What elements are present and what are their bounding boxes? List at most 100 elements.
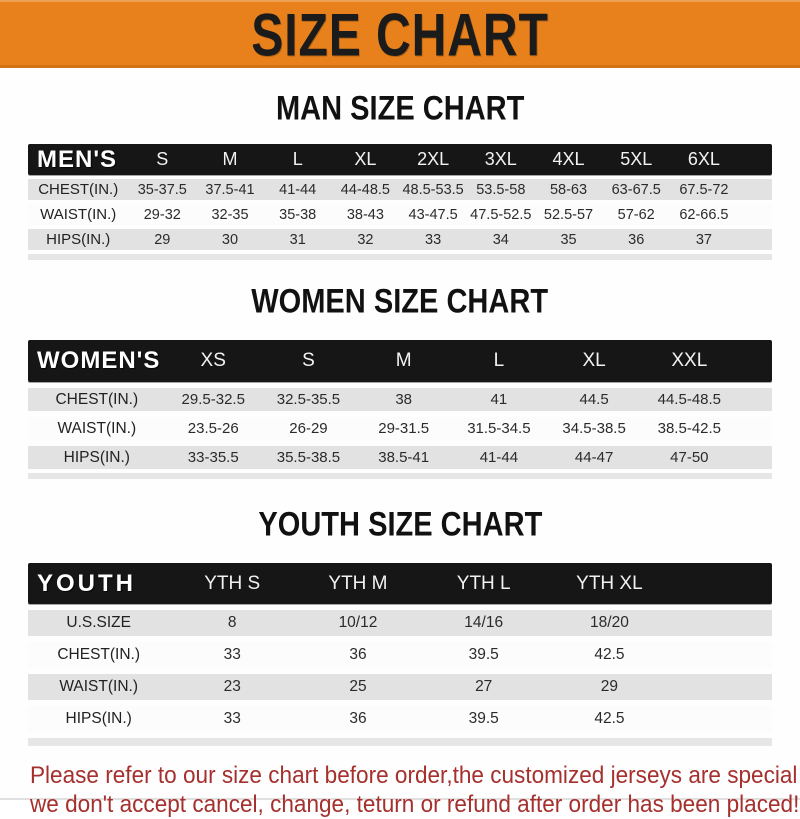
disclaimer: Please refer to our size chart before or…: [30, 761, 800, 819]
table-title-cell: WOMEN'S: [37, 347, 161, 374]
disclaimer-line-1: Please refer to our size chart before or…: [30, 762, 800, 789]
column-header-cell: 2XL: [417, 149, 450, 169]
value-cell: 62-66.5: [679, 206, 729, 223]
value-cell: 32.5-35.5: [276, 391, 341, 408]
row-label-cell: CHEST(IN.): [55, 390, 139, 408]
table-row: CHEST(IN.) 33 36 39.5 42.5: [28, 642, 772, 668]
value-cell: 37: [695, 231, 712, 248]
column-header-cell: 4XL: [552, 149, 585, 169]
value-cell: 18/20: [590, 614, 629, 631]
value-cell: 33: [425, 231, 442, 248]
value-cell: 38: [395, 391, 413, 408]
value-cell: 48.5-53.5: [402, 181, 464, 198]
column-header-cell: 6XL: [687, 149, 720, 169]
value-cell: 31.5-34.5: [467, 420, 531, 437]
section-heading-women: WOMEN SIZE CHART: [0, 281, 800, 320]
value-cell: 34.5-38.5: [562, 420, 626, 437]
row-label-cell: U.S.SIZE: [66, 614, 131, 631]
table-bottom-strip: [28, 473, 772, 479]
value-cell: 33: [223, 710, 241, 727]
value-cell: 35: [560, 231, 577, 248]
row-label-cell: HIPS(IN.): [65, 710, 132, 727]
men-size-table: MEN'S S M L XL 2XL 3XL 4XL 5XL 6XL CHEST(IN.) 35-37…: [28, 144, 772, 260]
value-cell: 35.5-38.5: [276, 449, 341, 466]
value-cell: 44.5: [579, 391, 609, 408]
row-label-cell: CHEST(IN.): [38, 181, 119, 198]
value-cell: 29: [154, 231, 171, 248]
column-header-cell: L: [493, 350, 505, 371]
value-cell: 30: [221, 231, 239, 248]
value-cell: 39.5: [468, 710, 499, 727]
row-label-cell: WAIST(IN.): [57, 419, 137, 437]
table-row: CHEST(IN.) 35-37.5 37.5-41 41-44 44-48.5 48.5…: [28, 179, 772, 200]
row-label-cell: WAIST(IN.): [59, 678, 138, 695]
table-bottom-strip: [28, 254, 772, 260]
column-header-cell: M: [395, 350, 412, 371]
value-cell: 33: [223, 646, 241, 663]
value-cell: 52.5-57: [543, 206, 594, 223]
youth-size-table: YOUTH YTH S YTH M YTH L YTH XL U.S.SIZE 8 10/12…: [28, 563, 772, 746]
row-label-cell: HIPS(IN.): [46, 231, 111, 248]
column-header-cell: YTH S: [204, 572, 261, 594]
column-header-cell: L: [292, 149, 303, 169]
banner: SIZE CHART: [0, 0, 800, 68]
table-bottom-strip: [28, 738, 772, 746]
value-cell: 67.5-72: [679, 181, 729, 198]
value-cell: 10/12: [338, 614, 378, 631]
column-header-cell: 5XL: [620, 149, 653, 169]
value-cell: 42.5: [594, 710, 625, 727]
value-cell: 35-38: [279, 206, 317, 223]
value-cell: 23.5-26: [187, 420, 239, 437]
row-label-cell: HIPS(IN.): [63, 448, 130, 466]
value-cell: 39.5: [468, 646, 499, 663]
value-cell: 47.5-52.5: [470, 206, 532, 223]
column-header-cell: S: [156, 149, 169, 169]
section-heading-youth-text: YOUTH SIZE CHART: [258, 504, 542, 543]
table-header-row: WOMEN'S XS S M L XL XXL: [28, 340, 772, 382]
value-cell: 26-29: [289, 420, 328, 437]
section-heading-men-text: MAN SIZE CHART: [275, 88, 525, 127]
value-cell: 34: [492, 231, 509, 248]
value-cell: 43-47.5: [408, 206, 458, 223]
table-row: WAIST(IN.) 23 25 27 29: [28, 674, 772, 700]
value-cell: 57-62: [617, 206, 655, 223]
women-size-table: WOMEN'S XS S M L XL XXL CHEST(IN.) 29.5-32.5 32.5…: [28, 340, 772, 479]
value-cell: 38-43: [346, 206, 384, 223]
value-cell: 38.5-41: [378, 449, 430, 466]
value-cell: 29.5-32.5: [181, 391, 245, 408]
table-row: WAIST(IN.) 23.5-26 26-29 29-31.5 31.5-34.5 34…: [28, 417, 772, 440]
value-cell: 32-35: [211, 206, 249, 223]
value-cell: 58-63: [549, 181, 588, 198]
value-cell: 29-32: [143, 206, 181, 223]
value-cell: 8: [227, 614, 237, 631]
table-row: HIPS(IN.) 29 30 31 32 33 34 35 36 37: [28, 229, 772, 250]
section-heading-youth: YOUTH SIZE CHART: [0, 504, 800, 543]
table-header-row: YOUTH YTH S YTH M YTH L YTH XL: [28, 563, 772, 604]
section-heading-men: MAN SIZE CHART: [0, 88, 800, 127]
row-label-cell: WAIST(IN.): [40, 206, 117, 223]
value-cell: 53.5-58: [476, 181, 526, 198]
value-cell: 29: [600, 678, 619, 695]
value-cell: 23: [223, 678, 241, 695]
value-cell: 32: [357, 231, 374, 248]
value-cell: 36: [349, 710, 367, 727]
column-header-cell: YTH M: [328, 572, 388, 594]
value-cell: 63-67.5: [611, 181, 661, 198]
value-cell: 41-44: [279, 181, 317, 198]
page-title: SIZE CHART: [251, 0, 549, 69]
column-header-cell: XS: [200, 350, 226, 371]
value-cell: 38.5-42.5: [657, 420, 722, 437]
disclaimer-line-2: we don't accept cancel, change, teturn o…: [30, 791, 800, 818]
column-header-cell: XL: [582, 350, 606, 371]
value-cell: 36: [349, 646, 367, 663]
table-row: WAIST(IN.) 29-32 32-35 35-38 38-43 43-47.5 47.…: [28, 204, 772, 225]
value-cell: 41-44: [479, 449, 519, 466]
table-row: HIPS(IN.) 33-35.5 35.5-38.5 38.5-41 41-44 44-…: [28, 446, 772, 469]
value-cell: 29-31.5: [378, 420, 430, 437]
value-cell: 31: [289, 231, 306, 248]
table-title-cell: MEN'S: [37, 145, 118, 173]
column-header-cell: YTH XL: [576, 572, 643, 594]
value-cell: 35-37.5: [137, 181, 187, 198]
column-header-cell: XXL: [671, 350, 708, 371]
